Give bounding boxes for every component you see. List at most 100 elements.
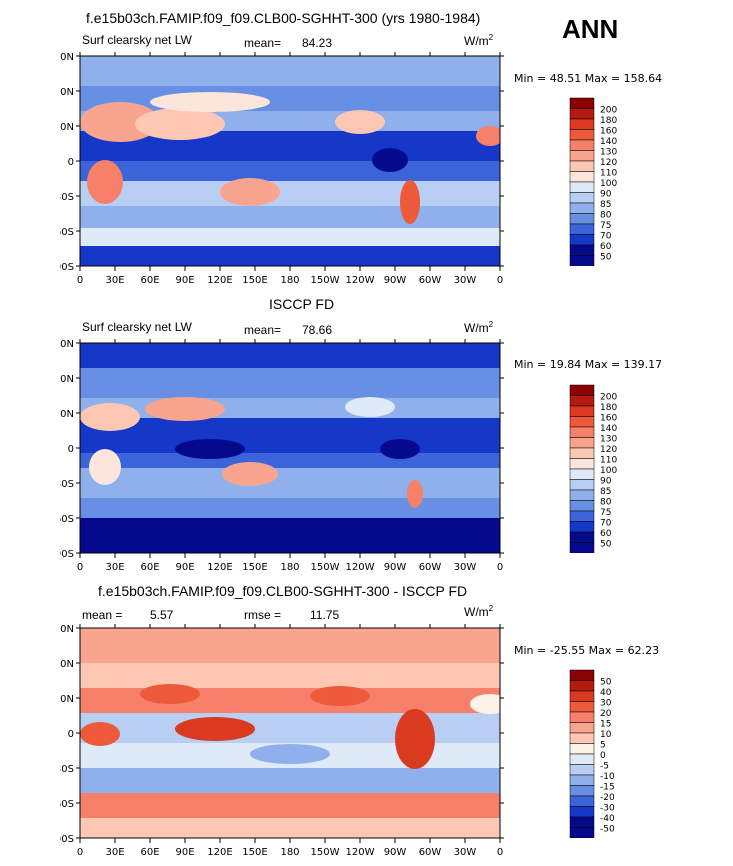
colorbar-label: -20 [600, 793, 615, 803]
lon-tick-label: 150E [242, 562, 267, 573]
lat-tick-label: 0 [68, 444, 74, 455]
colorbar-label: 90 [600, 477, 612, 487]
colorbar-box [569, 690, 595, 702]
panel1-minmax: Min = 48.51 Max = 158.64 [514, 72, 663, 85]
panel1-mean-label: mean= [244, 36, 282, 50]
lat-tick-label: 90S [60, 549, 74, 560]
colorbar-box [569, 542, 595, 553]
lon-tick-label: 60E [140, 275, 159, 286]
lon-tick-label: 0 [497, 275, 503, 286]
colorbar-box [569, 437, 595, 449]
lat-tick-label: 90N [60, 339, 74, 350]
lat-tick-label: 90S [60, 834, 74, 845]
colorbar-box [569, 732, 595, 744]
lon-tick-label: 30E [105, 847, 124, 858]
lon-tick-label: 30W [454, 562, 477, 573]
panel3-field [80, 628, 500, 838]
panel2-axes: 90N60N30N030S60S90S030E60E90E120E150E180… [60, 339, 504, 573]
colorbar-label: 85 [600, 200, 611, 210]
lon-tick-label: 150E [242, 847, 267, 858]
lat-tick-label: 30S [60, 764, 74, 775]
lon-tick-label: 90W [384, 275, 407, 286]
lon-tick-label: 150W [311, 562, 340, 573]
lon-tick-label: 0 [497, 847, 503, 858]
colorbar-label: -30 [600, 804, 615, 814]
lat-tick-label: 0 [68, 729, 74, 740]
colorbar-box [569, 753, 595, 765]
lon-tick-label: 120E [207, 275, 232, 286]
colorbar-label: 200 [600, 106, 617, 116]
colorbar-label: 40 [600, 688, 612, 698]
colorbar-box [569, 701, 595, 713]
lon-tick-label: 60W [419, 847, 442, 858]
panel3-map: 90N60N30N030S60S90S030E60E90E120E150E180… [60, 624, 504, 858]
lon-tick-label: 0 [77, 275, 83, 286]
panel2-minmax: Min = 19.84 Max = 139.17 [514, 358, 663, 371]
colorbar-box [569, 500, 595, 512]
colorbar-box [569, 510, 595, 522]
lat-tick-label: 60N [60, 374, 74, 385]
lon-tick-label: 30W [454, 275, 477, 286]
colorbar-box [569, 202, 595, 214]
colorbar-label: 60 [600, 529, 612, 539]
colorbar-label: 85 [600, 487, 611, 497]
panel3-rmse-label: rmse = [244, 608, 282, 622]
colorbar-label: 110 [600, 169, 617, 179]
lon-tick-label: 90E [175, 562, 194, 573]
lat-tick-label: 60N [60, 87, 74, 98]
colorbar-label: 90 [600, 190, 612, 200]
lon-tick-label: 60W [419, 562, 442, 573]
colorbar-label: 200 [600, 393, 617, 403]
colorbar-box [569, 426, 595, 438]
lon-tick-label: 90W [384, 562, 407, 573]
lon-tick-label: 150E [242, 275, 267, 286]
colorbar-label: 100 [600, 179, 617, 189]
colorbar-box [569, 139, 595, 151]
panel1-field [80, 56, 500, 266]
colorbar-label: -15 [600, 783, 615, 793]
colorbar-label: 160 [600, 127, 617, 137]
colorbar-label: 70 [600, 232, 612, 242]
colorbar-label: 140 [600, 424, 617, 434]
colorbar-label: 50 [600, 253, 612, 263]
colorbar-box [569, 160, 595, 172]
colorbar-box [569, 192, 595, 204]
season-label: ANN [562, 14, 619, 44]
lon-tick-label: 120W [346, 562, 375, 573]
panel2-mean-label: mean= [244, 323, 282, 337]
colorbar-label: 60 [600, 242, 612, 252]
lat-tick-label: 90N [60, 624, 74, 635]
colorbar-box [569, 395, 595, 407]
lon-tick-label: 150W [311, 847, 340, 858]
panel3-minmax: Min = -25.55 Max = 62.23 [514, 644, 660, 657]
lat-tick-label: 30S [60, 479, 74, 490]
colorbar-box [569, 722, 595, 734]
lat-tick-label: 90S [60, 262, 74, 273]
panel1-variable: Surf clearsky net LW [82, 33, 192, 47]
colorbar-box [569, 447, 595, 459]
colorbar-label: 50 [600, 540, 612, 550]
panel2-mean-value: 78.66 [302, 323, 333, 337]
colorbar-box [569, 118, 595, 130]
lon-tick-label: 30E [105, 562, 124, 573]
lon-tick-label: 150W [311, 275, 340, 286]
colorbar-label: 75 [600, 508, 611, 518]
lon-tick-label: 120E [207, 562, 232, 573]
lon-tick-label: 120W [346, 847, 375, 858]
colorbar-box [569, 680, 595, 692]
colorbar-box [569, 458, 595, 470]
colorbar-box [569, 97, 595, 109]
colorbar-box [569, 785, 595, 797]
colorbar-label: 180 [600, 116, 617, 126]
colorbar-label: 20 [600, 709, 612, 719]
lat-tick-label: 30N [60, 694, 74, 705]
panel2-map: 90N60N30N030S60S90S030E60E90E120E150E180… [60, 339, 504, 573]
colorbar-label: 130 [600, 148, 617, 158]
colorbar-box [569, 764, 595, 776]
colorbar-box [569, 827, 595, 838]
colorbar-label: 120 [600, 445, 617, 455]
colorbar-label: -40 [600, 814, 615, 824]
lon-tick-label: 90E [175, 275, 194, 286]
panel2-title: ISCCP FD [269, 296, 335, 312]
